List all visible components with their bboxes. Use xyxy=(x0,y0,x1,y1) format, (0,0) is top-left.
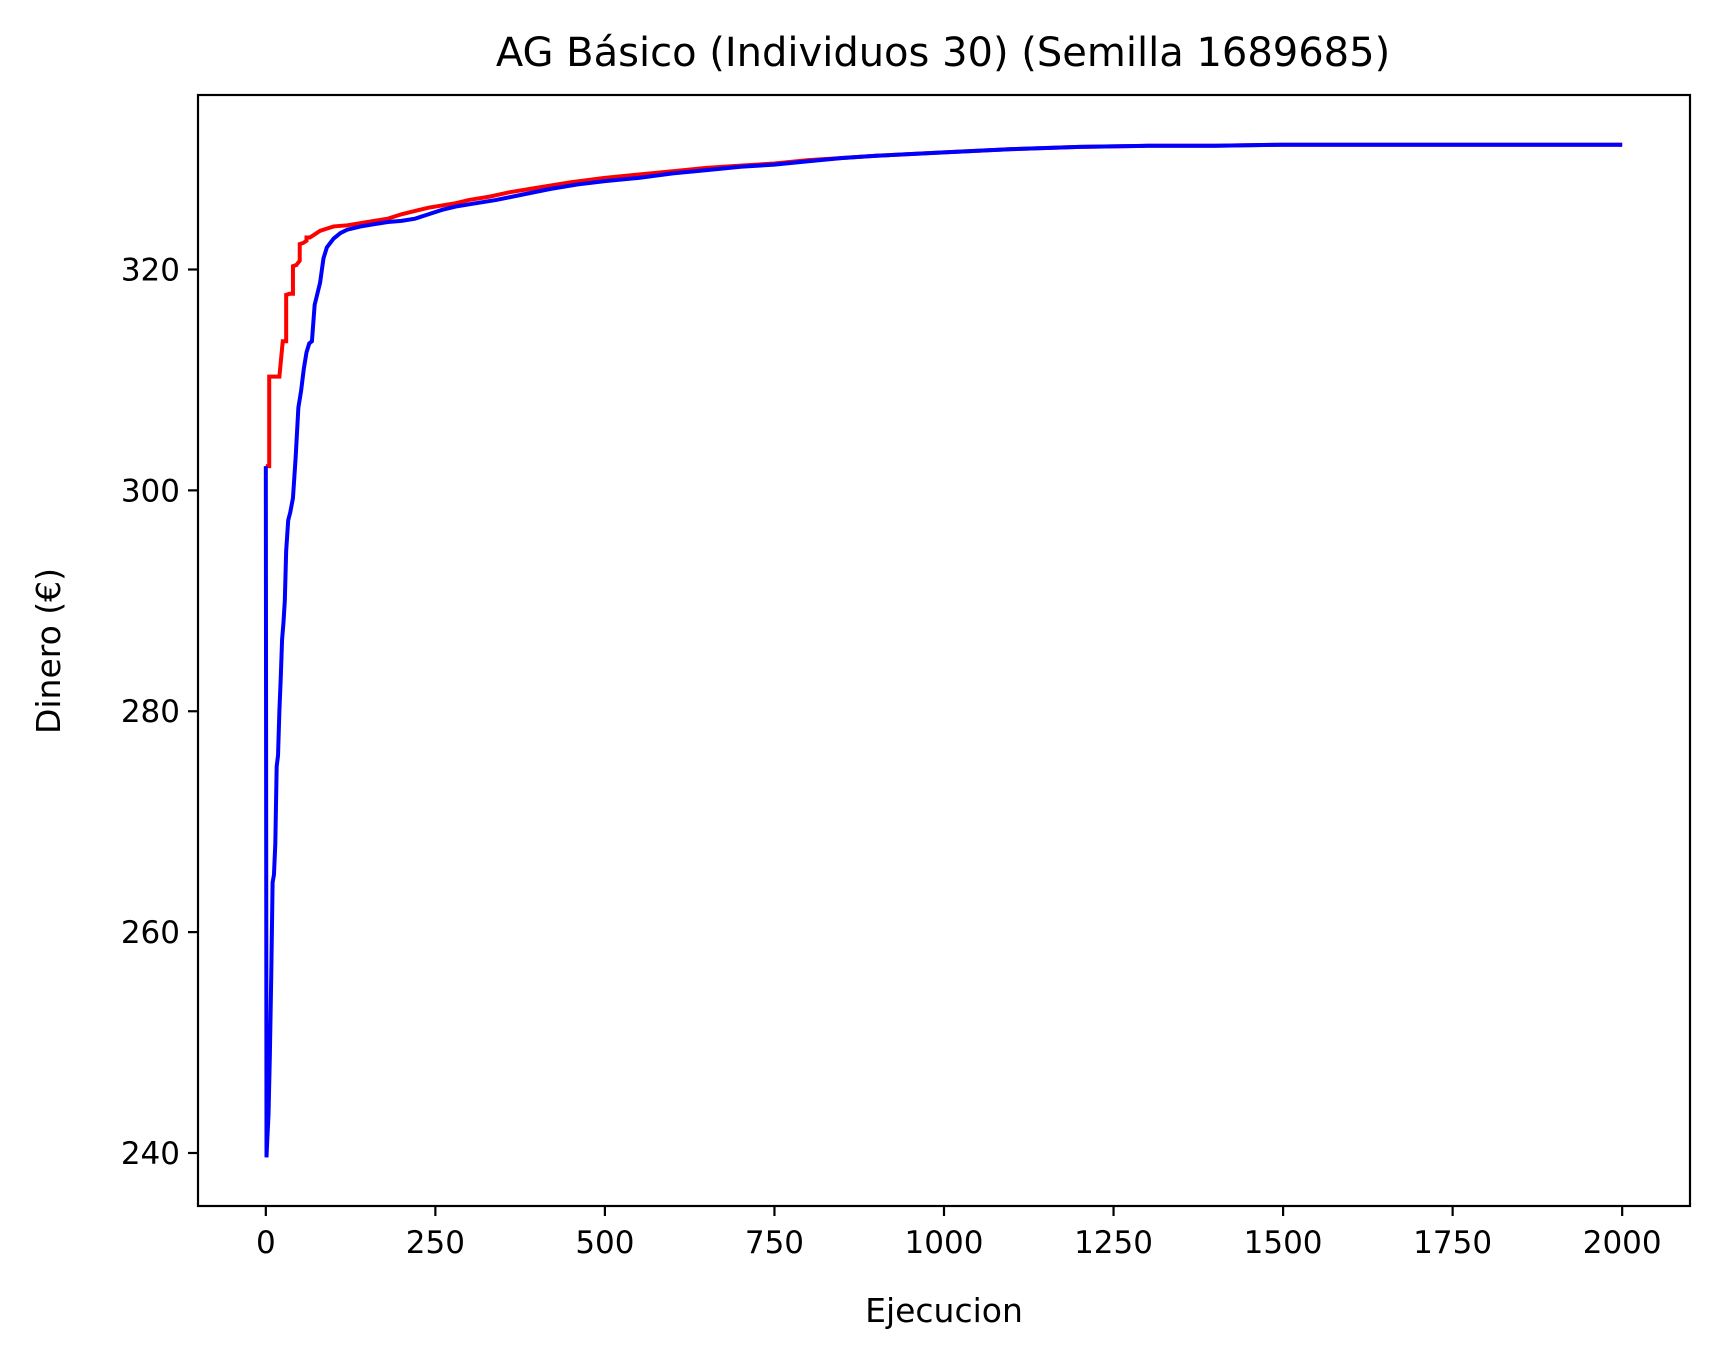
y-tick-label: 260 xyxy=(121,915,180,951)
y-tick-label: 280 xyxy=(121,694,180,730)
series-line-1 xyxy=(263,142,1623,1158)
series-group xyxy=(263,142,1623,1158)
x-tick-label: 250 xyxy=(406,1225,465,1261)
y-axis: 240 260 280 300 320 xyxy=(121,252,198,1172)
x-tick-label: 1000 xyxy=(905,1225,984,1261)
x-axis: 0 250 500 750 1000 1250 1500 1750 2000 xyxy=(256,1206,1662,1261)
y-tick-label: 240 xyxy=(121,1136,180,1172)
x-tick-label: 0 xyxy=(256,1225,276,1261)
chart-title: AG Básico (Individuos 30) (Semilla 16896… xyxy=(496,30,1390,76)
x-tick-label: 500 xyxy=(575,1225,634,1261)
y-tick-label: 300 xyxy=(121,473,180,509)
y-axis-label: Dinero (€) xyxy=(29,568,68,734)
x-tick-label: 1500 xyxy=(1244,1225,1323,1261)
x-tick-label: 1250 xyxy=(1074,1225,1153,1261)
y-tick-label: 320 xyxy=(121,252,180,288)
x-tick-label: 750 xyxy=(745,1225,804,1261)
x-tick-label: 1750 xyxy=(1413,1225,1492,1261)
x-tick-label: 2000 xyxy=(1583,1225,1662,1261)
x-axis-label: Ejecucion xyxy=(865,1291,1023,1330)
